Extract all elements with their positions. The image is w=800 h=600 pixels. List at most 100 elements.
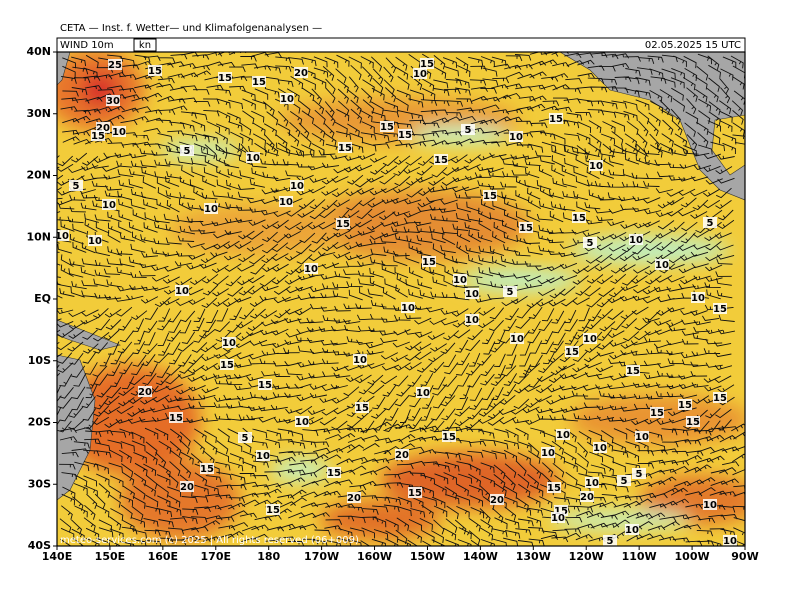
- contour-label-bg: [625, 524, 639, 535]
- lon-label: 110W: [622, 550, 657, 563]
- contour-label: 10: [703, 500, 717, 511]
- contour-label: 10: [541, 448, 555, 459]
- contour-label-bg: [585, 477, 599, 488]
- contour-label-bg: [483, 190, 497, 201]
- contour-label: 10: [551, 513, 565, 524]
- lon-label: 140W: [463, 550, 498, 563]
- contour-label-bg: [541, 447, 555, 458]
- contour-label: 25: [108, 60, 122, 71]
- contour-label-bg: [420, 58, 434, 69]
- contour-label-bg: [519, 222, 533, 233]
- land: [57, 52, 745, 501]
- contour-label: 15: [626, 366, 640, 377]
- contour-label: 10: [593, 443, 607, 454]
- contour-label: 15: [434, 155, 448, 166]
- contour-labels: 25 15 15 15 20 15 10 30 10 20 15 10 15 15 5 10 15 5 15 10 15…: [57, 58, 737, 547]
- contour-label: 30: [106, 96, 120, 107]
- contour-label-bg: [112, 126, 126, 137]
- contour-label: 5: [636, 469, 643, 480]
- contour-label-bg: [88, 235, 102, 246]
- contour-label-bg: [554, 505, 568, 516]
- contour-label-bg: [589, 160, 603, 171]
- contour-label-bg: [138, 386, 152, 397]
- contour-label-bg: [246, 152, 260, 163]
- contour-label-bg: [57, 230, 69, 241]
- contour-label: 10: [401, 303, 415, 314]
- map-area: 25 15 15 15 20 15 10 30 10 20 15 10 15 15 5 10 15 5 15 10 15…: [57, 52, 745, 547]
- contour-label: 15: [565, 347, 579, 358]
- contour-label-bg: [200, 463, 214, 474]
- contour-label-bg: [635, 431, 649, 442]
- contour-label-bg: [353, 354, 367, 365]
- contour-label: 10: [625, 525, 639, 536]
- contour-label-bg: [279, 196, 293, 207]
- contour-label-bg: [547, 482, 561, 493]
- contour-label: 5: [587, 238, 594, 249]
- lon-label: 120W: [569, 550, 604, 563]
- lon-label: 150E: [95, 550, 125, 563]
- contour-label-bg: [510, 333, 524, 344]
- contour-label-bg: [617, 475, 631, 486]
- lat-label: 20N: [26, 169, 51, 182]
- contour-label: 10: [416, 388, 430, 399]
- valid-time: 02.05.2025 15 UTC: [645, 40, 741, 51]
- contour-label-bg: [442, 431, 456, 442]
- contour-label: 20: [138, 387, 152, 398]
- contour-label: 10: [304, 264, 318, 275]
- contour-label-bg: [295, 416, 309, 427]
- contour-label-bg: [626, 365, 640, 376]
- lon-label: 100W: [675, 550, 710, 563]
- contour-label: 10: [510, 334, 524, 345]
- contour-label-bg: [503, 286, 517, 297]
- contour-label-bg: [338, 142, 352, 153]
- contour-label-bg: [401, 302, 415, 313]
- contour-label: 15: [398, 130, 412, 141]
- contour-label-bg: [453, 274, 467, 285]
- contour-label: 15: [218, 73, 232, 84]
- contour-label-bg: [218, 72, 232, 83]
- contour-label: 10: [280, 94, 294, 105]
- contour-label-bg: [549, 113, 563, 124]
- contour-label: 15: [220, 360, 234, 371]
- contour-label-bg: [551, 512, 565, 523]
- contour-label-bg: [220, 359, 234, 370]
- contour-label: 15: [686, 417, 700, 428]
- contour-label-bg: [395, 449, 409, 460]
- contour-label: 15: [650, 408, 664, 419]
- copyright: meteo-services.com (c) 2025 | All rights…: [60, 535, 359, 546]
- contour-label: 15: [252, 77, 266, 88]
- contour-label: 10: [246, 153, 260, 164]
- contour-label: 15: [713, 393, 727, 404]
- product-name: WIND 10m: [60, 40, 114, 51]
- contour-label-bg: [572, 212, 586, 223]
- contour-label-bg: [713, 392, 727, 403]
- contour-label: 5: [607, 536, 614, 547]
- contour-label: 10: [691, 293, 705, 304]
- lon-label: 150W: [410, 550, 445, 563]
- contour-label: 5: [507, 287, 514, 298]
- contour-label: 10: [453, 275, 467, 286]
- unit-box: [133, 38, 157, 52]
- lat-label: 40N: [26, 45, 51, 58]
- lon-label: 130W: [516, 550, 551, 563]
- contour-label-bg: [691, 292, 705, 303]
- lat-label: 10S: [28, 354, 51, 367]
- contour-label: 15: [408, 488, 422, 499]
- contour-label-bg: [280, 93, 294, 104]
- contour-label: 10: [465, 289, 479, 300]
- contour-label: 15: [266, 505, 280, 516]
- contour-label: 15: [572, 213, 586, 224]
- contour-label: 10: [723, 536, 737, 547]
- contour-label-bg: [629, 234, 643, 245]
- contour-label-bg: [408, 487, 422, 498]
- contour-label-bg: [290, 180, 304, 191]
- contour-label-bg: [580, 491, 594, 502]
- contour-label-bg: [355, 402, 369, 413]
- contour-label: 15: [336, 219, 350, 230]
- contour-label: 20: [96, 123, 110, 134]
- lat-label: 10N: [26, 230, 51, 243]
- contour-label: 15: [338, 143, 352, 154]
- lat-label: 30S: [28, 477, 51, 490]
